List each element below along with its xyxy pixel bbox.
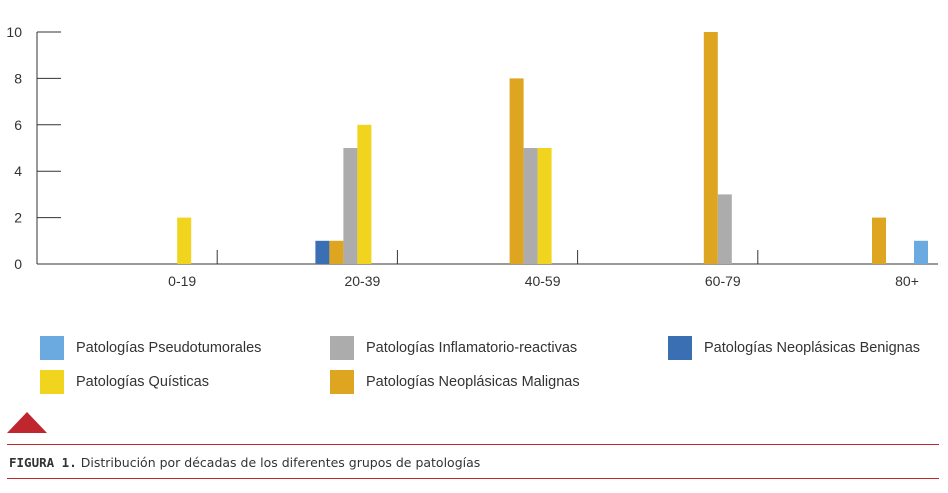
y-tick-label: 0 (14, 256, 22, 272)
y-axis: 0 2 4 6 8 10 (6, 24, 61, 272)
x-tick-label: 80+ (895, 273, 919, 289)
y-tick-label: 6 (14, 117, 22, 133)
legend-item-pseudotumorales: Patologías Pseudotumorales (40, 336, 261, 360)
legend-swatch-inflamatorio-reactivas (330, 336, 354, 360)
bars (177, 32, 928, 265)
legend-label: Patologías Neoplásicas Benignas (704, 340, 921, 356)
x-axis: 0-19 20-39 40-59 60-79 80+ (37, 250, 938, 289)
legend-item-inflamatorio-reactivas: Patologías Inflamatorio-reactivas (330, 336, 577, 360)
legend-item-neoplasicas-benignas: Patologías Neoplásicas Benignas (668, 336, 920, 360)
bar (315, 240, 330, 264)
legend-label: Patologías Quísticas (76, 374, 209, 390)
legend-item-quisticas: Patologías Quísticas (40, 370, 209, 394)
bar (357, 124, 372, 264)
y-tick-label: 8 (14, 70, 22, 86)
bar (343, 148, 358, 264)
y-tick-label: 2 (14, 210, 22, 226)
bar (703, 32, 718, 264)
legend-swatch-neoplasicas-malignas (330, 370, 354, 394)
bar (177, 217, 192, 264)
bar (914, 240, 928, 264)
legend-label: Patologías Pseudotumorales (76, 340, 262, 356)
caption-top-rule (7, 444, 939, 445)
caption-label: FIGURA 1. (9, 455, 77, 470)
caption-bottom-rule (7, 478, 939, 479)
bar (872, 217, 886, 264)
legend-item-neoplasicas-malignas: Patologías Neoplásicas Malignas (330, 370, 580, 394)
bar (537, 148, 552, 264)
legend-swatch-neoplasicas-benignas (668, 336, 692, 360)
bar (329, 240, 344, 264)
legend-label: Patologías Inflamatorio-reactivas (366, 340, 578, 356)
figure-marker-triangle (7, 412, 47, 433)
bar (509, 78, 524, 265)
legend-swatch-pseudotumorales (40, 336, 64, 360)
bar-chart: 0 2 4 6 8 10 0-19 20-39 40-59 60-79 80+ (6, 24, 938, 289)
legend-label: Patologías Neoplásicas Malignas (366, 374, 580, 390)
x-tick-label: 20-39 (344, 273, 380, 289)
x-tick-label: 0-19 (168, 273, 196, 289)
legend-swatch-quisticas (40, 370, 64, 394)
caption-text: Distribución por décadas de los diferent… (80, 455, 481, 470)
figure-caption: FIGURA 1. Distribución por décadas de lo… (9, 455, 480, 470)
y-tick-label: 4 (14, 163, 22, 179)
bar (717, 194, 732, 264)
y-tick-label: 10 (6, 24, 22, 40)
bar (523, 148, 538, 264)
chart-legend: Patologías Pseudotumorales Patologías In… (40, 336, 920, 394)
x-tick-label: 60-79 (705, 273, 741, 289)
x-tick-label: 40-59 (525, 273, 561, 289)
